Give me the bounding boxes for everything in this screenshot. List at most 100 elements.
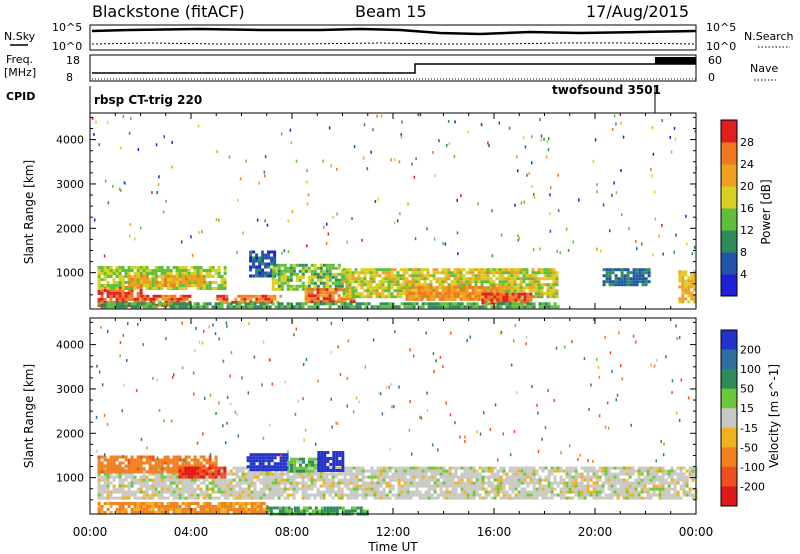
- heatmap-cell: [355, 484, 359, 488]
- heatmap-cell: [259, 496, 263, 500]
- heatmap-cell: [187, 469, 191, 473]
- heatmap-cell: [382, 481, 386, 485]
- heatmap-cell: [667, 469, 671, 473]
- heatmap-cell: [139, 511, 143, 514]
- heatmap-cell: [106, 484, 110, 488]
- heatmap-cell: [160, 464, 164, 468]
- heatmap-cell: [502, 490, 506, 494]
- heatmap-cell: [418, 490, 422, 494]
- heatmap-speck: [347, 339, 350, 343]
- heatmap-cell: [490, 292, 494, 296]
- heatmap-cell: [118, 490, 122, 494]
- heatmap-cell: [583, 493, 587, 497]
- heatmap-cell: [329, 457, 333, 460]
- heatmap-cell: [514, 496, 518, 500]
- heatmap-cell: [100, 278, 104, 281]
- heatmap-cell: [145, 502, 149, 505]
- heatmap-cell: [304, 481, 308, 485]
- heatmap-speck: [358, 400, 360, 404]
- heatmap-cell: [304, 496, 308, 500]
- heatmap-speck: [229, 374, 231, 378]
- heatmap-cell: [253, 484, 257, 488]
- heatmap-cell: [305, 469, 308, 473]
- heatmap-cell: [103, 511, 107, 514]
- heatmap-cell: [286, 266, 290, 270]
- heatmap-cell: [178, 490, 182, 494]
- heatmap-cell: [145, 266, 149, 269]
- heatmap-cell: [372, 289, 376, 293]
- heatmap-cell: [148, 458, 152, 462]
- heatmap-cell: [157, 458, 161, 462]
- heatmap-cell: [507, 283, 511, 287]
- heatmap-cell: [361, 484, 365, 488]
- heatmap-cell: [323, 506, 327, 510]
- heatmap-cell: [613, 466, 617, 470]
- heatmap-cell: [366, 292, 370, 296]
- heatmap-speck: [662, 453, 665, 457]
- heatmap-cell: [541, 469, 545, 473]
- heatmap-cell: [607, 487, 611, 491]
- heatmap-speck: [171, 165, 173, 169]
- heatmap-cell: [549, 289, 553, 293]
- heatmap-cell: [457, 302, 461, 306]
- heatmap-cell: [544, 487, 548, 491]
- heatmap-cell: [552, 289, 556, 293]
- heatmap-cell: [217, 505, 221, 508]
- heatmap-cell: [635, 283, 639, 287]
- heatmap-speck: [533, 193, 535, 196]
- heatmap-cell: [397, 490, 401, 494]
- heatmap-cell: [496, 298, 500, 302]
- heatmap-cell: [522, 280, 526, 284]
- heatmap-cell: [100, 496, 104, 500]
- heatmap-cell: [617, 268, 621, 272]
- heatmap-cell: [478, 487, 482, 491]
- heatmap-cell: [520, 496, 524, 500]
- heatmap-cell: [414, 297, 418, 301]
- heatmap-cell: [664, 493, 668, 497]
- heatmap-cell: [154, 283, 158, 287]
- heatmap-cell: [154, 505, 158, 508]
- heatmap-cell: [247, 484, 251, 488]
- heatmap-cell: [496, 484, 500, 488]
- heatmap-cell: [319, 294, 323, 298]
- heatmap-speck: [137, 322, 139, 326]
- heatmap-cell: [279, 456, 283, 460]
- heatmap-cell: [477, 271, 481, 275]
- heatmap-cell: [175, 458, 179, 462]
- heatmap-cell: [314, 509, 318, 513]
- heatmap-cell: [202, 502, 206, 505]
- heatmap-cell: [625, 469, 629, 473]
- heatmap-cell: [308, 469, 311, 473]
- heatmap-cell: [462, 268, 466, 272]
- heatmap-cell: [375, 271, 379, 275]
- heatmap-cell: [274, 272, 278, 276]
- heatmap-speck: [95, 120, 97, 124]
- heatmap-cell: [136, 291, 140, 295]
- heatmap-speck: [544, 426, 547, 430]
- heatmap-cell: [337, 484, 341, 488]
- heatmap-cell: [220, 484, 224, 488]
- heatmap-cell: [520, 469, 524, 473]
- heatmap-cell: [329, 469, 333, 472]
- heatmap-cell: [258, 453, 262, 457]
- heatmap-cell: [151, 496, 155, 500]
- heatmap-cell: [475, 302, 479, 306]
- heatmap-speck: [264, 219, 266, 223]
- heatmap-cell: [345, 292, 349, 296]
- heatmap-cell: [202, 481, 206, 485]
- heatmap-cell: [348, 268, 352, 272]
- heatmap-cell: [529, 475, 533, 479]
- heatmap-cell: [187, 508, 191, 511]
- heatmap-cell: [124, 464, 128, 468]
- heatmap-cell: [109, 294, 113, 298]
- heatmap-cell: [265, 472, 269, 476]
- heatmap-cell: [559, 496, 563, 500]
- heatmap-cell: [184, 464, 188, 468]
- heatmap-cell: [243, 294, 247, 298]
- heatmap-cell: [682, 472, 686, 476]
- heatmap-cell: [252, 256, 256, 260]
- heatmap-cell: [109, 302, 113, 306]
- heatmap-cell: [142, 511, 146, 514]
